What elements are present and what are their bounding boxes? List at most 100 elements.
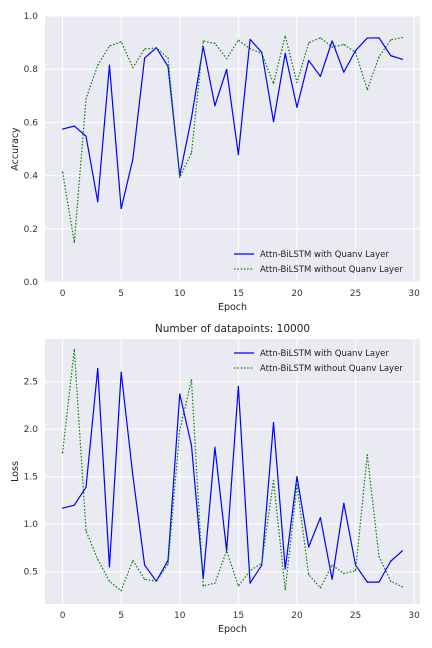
data-point — [202, 585, 204, 587]
data-point — [85, 486, 87, 488]
data-point — [249, 48, 251, 50]
legend-entry: Attn-BiLSTM without Quanv Layer — [260, 364, 403, 374]
y-tick-label: 2.5 — [24, 378, 38, 388]
x-tick-label: 20 — [291, 289, 303, 299]
data-point — [366, 454, 368, 456]
x-tick-label: 15 — [233, 611, 244, 621]
data-point — [108, 64, 111, 66]
loss-chart: 0.5 1.0 1.5 2.0 2.5 0 5 10 15 20 25 30 Epoch Loss Numb… — [10, 323, 420, 635]
data-point — [61, 171, 64, 173]
legend-entry: Attn-BiLSTM with Quanv Layer — [260, 250, 389, 260]
data-point — [167, 65, 169, 68]
data-point — [120, 590, 122, 592]
legend: Attn-BiLSTM with Quanv Layer Attn-BiLSTM … — [234, 349, 403, 374]
data-point — [144, 564, 146, 566]
data-point — [132, 559, 134, 561]
data-point — [343, 573, 345, 575]
y-axis-label: Accuracy — [10, 127, 21, 171]
y-tick-label: 0.0 — [24, 278, 39, 288]
data-point — [401, 58, 404, 60]
data-point — [214, 446, 216, 448]
data-point — [308, 546, 310, 548]
data-point — [249, 570, 251, 572]
x-tick-label: 25 — [350, 611, 361, 621]
data-point — [249, 582, 251, 584]
data-point — [108, 566, 111, 568]
data-point — [190, 117, 193, 119]
data-point — [390, 55, 392, 57]
data-point — [331, 46, 333, 48]
data-point — [366, 89, 368, 91]
data-point — [249, 38, 251, 41]
data-point — [354, 570, 357, 572]
data-point — [167, 563, 169, 565]
data-point — [214, 582, 216, 584]
data-point — [261, 51, 263, 54]
chart-title: Number of datapoints: 10000 — [155, 323, 310, 335]
data-point — [85, 530, 87, 532]
data-point — [61, 128, 64, 130]
x-tick-label: 10 — [174, 289, 186, 299]
data-point — [390, 39, 392, 41]
data-point — [214, 105, 216, 107]
data-point — [261, 564, 263, 566]
legend: Attn-BiLSTM with Quanv Layer Attn-BiLSTM … — [234, 250, 403, 275]
data-point — [85, 98, 87, 100]
data-point — [331, 40, 333, 42]
data-point — [390, 580, 392, 582]
data-point — [226, 550, 228, 552]
data-point — [284, 589, 286, 591]
data-point — [401, 586, 404, 588]
data-point — [237, 153, 239, 156]
data-point — [296, 106, 298, 108]
data-point — [401, 550, 404, 552]
x-tick-label: 0 — [60, 611, 66, 621]
data-point — [214, 42, 216, 44]
accuracy-chart: 0.0 0.2 0.4 0.6 0.8 1.0 0 5 10 15 20 25 30 Epoch Accur… — [10, 12, 420, 313]
data-point — [155, 580, 157, 582]
x-tick-label: 0 — [60, 289, 66, 299]
data-point — [190, 152, 193, 154]
data-point — [354, 49, 357, 52]
x-tick-label: 25 — [350, 289, 361, 299]
x-tick-label: 15 — [233, 289, 244, 299]
data-point — [331, 578, 333, 580]
data-point — [319, 587, 321, 589]
data-point — [343, 71, 345, 73]
data-point — [331, 564, 333, 566]
data-point — [97, 201, 99, 203]
data-point — [167, 57, 169, 59]
data-point — [272, 479, 275, 482]
data-point — [97, 64, 99, 66]
data-point — [108, 580, 111, 582]
data-point — [120, 207, 122, 210]
data-point — [296, 81, 298, 84]
legend-entry: Attn-BiLSTM with Quanv Layer — [260, 349, 389, 359]
data-point — [144, 57, 146, 59]
series-line-without-quanv — [61, 348, 403, 592]
data-point — [144, 578, 146, 580]
data-point — [308, 59, 310, 62]
data-point — [179, 176, 181, 179]
data-point — [378, 581, 380, 583]
data-point — [308, 42, 310, 44]
data-point — [97, 558, 99, 560]
data-point — [155, 47, 157, 49]
data-point — [73, 125, 75, 127]
series-line-with-quanv — [62, 37, 403, 210]
data-point — [237, 385, 239, 388]
data-point — [179, 429, 181, 431]
data-point — [120, 371, 122, 373]
x-tick-label: 5 — [118, 289, 124, 299]
legend-entry: Attn-BiLSTM without Quanv Layer — [260, 265, 403, 275]
x-tick-label: 5 — [118, 611, 124, 621]
data-point — [97, 367, 99, 370]
data-point — [226, 57, 228, 60]
y-axis-label: Loss — [10, 461, 21, 482]
data-point — [366, 37, 368, 39]
data-point — [132, 475, 134, 477]
data-point — [319, 75, 321, 77]
data-point — [296, 476, 298, 478]
data-point — [378, 56, 380, 58]
data-point — [284, 568, 286, 570]
